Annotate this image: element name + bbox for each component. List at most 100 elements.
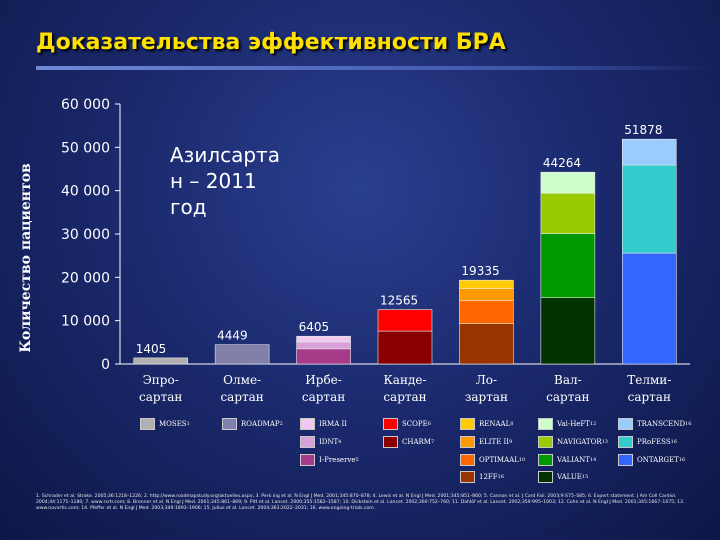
legend-ref-number: 16 <box>678 457 686 463</box>
legend-ref-number: 10 <box>518 457 526 463</box>
legend-swatch <box>460 471 475 483</box>
legend-ref-number: 2 <box>279 421 283 427</box>
legend-label: IDNT <box>319 438 339 446</box>
x-tick-label: Телми- сартан <box>627 373 672 404</box>
bar-total-label: 6405 <box>299 320 330 334</box>
legend-ref-number: 16 <box>685 421 692 427</box>
bar-segment <box>459 300 514 325</box>
legend-ref-number: 12 <box>589 421 597 427</box>
legend-swatch <box>538 454 553 466</box>
legend-label: CHARM <box>402 438 431 446</box>
legend-item: ELITE II 9 <box>460 436 512 448</box>
legend-ref-number: 15 <box>581 474 589 480</box>
bar-layer <box>133 138 677 365</box>
legend-ref-number: 6 <box>427 421 431 427</box>
legend-swatch <box>383 436 398 448</box>
legend-item: IRMA II <box>300 418 347 430</box>
title-underline <box>36 66 712 70</box>
legend-ref-number: 1 <box>186 421 190 427</box>
legend-swatch <box>460 454 475 466</box>
legend-item: ROADMAP 2 <box>222 418 283 430</box>
legend-label: PRoFESS <box>637 438 671 446</box>
bar-segment <box>540 233 596 298</box>
legend-swatch <box>460 418 475 430</box>
legend-ref-number: 8 <box>510 421 514 427</box>
legend-swatch <box>140 418 155 430</box>
legend-swatch <box>300 436 315 448</box>
legend-label: VALUE <box>557 473 582 481</box>
bar-segment <box>377 309 433 332</box>
bar-segment <box>621 252 677 365</box>
bar-total-label: 1405 <box>136 342 167 356</box>
bar-segment <box>459 323 514 365</box>
bar-segment <box>540 192 596 234</box>
y-tick-label: 60 000 <box>61 97 110 113</box>
legend-item: IDNT 4 <box>300 436 341 448</box>
x-tick-label: Ирбе- сартан <box>301 373 346 404</box>
legend-swatch <box>538 418 553 430</box>
bar-total-label: 19335 <box>461 264 499 278</box>
legend-swatch <box>300 418 315 430</box>
references: 1. Schrader et al. Stroke. 2005;36:1218–… <box>36 494 685 512</box>
legend-ref-number: 16 <box>497 474 504 480</box>
bar-segment <box>133 357 189 365</box>
legend-item: MOSES 1 <box>140 418 190 430</box>
legend-label: ROADMAP <box>241 420 280 428</box>
legend-ref-number: 16 <box>670 439 678 445</box>
bar-total-label: 12565 <box>380 294 418 308</box>
legend-ref-number: 14 <box>589 457 597 463</box>
legend-ref-number: 5 <box>355 457 359 463</box>
slide-title: Доказательства эффективности БРА <box>36 30 506 55</box>
bar-segment <box>296 341 351 350</box>
azilsartan-annotation: Азилсарта н – 2011 год <box>170 143 280 219</box>
legend-item: 12FF 16 <box>460 471 504 483</box>
legend-label: SCOPE <box>402 420 428 428</box>
legend-item: NAVIGATOR 13 <box>538 436 608 448</box>
legend-label: Val-HeFT <box>557 420 590 428</box>
bar-segment <box>377 330 433 365</box>
total-label-layer: 1405 4449 6405 12565 19335 44264 51878 <box>136 123 663 356</box>
bar-segment <box>621 164 677 254</box>
bar-total-label: 51878 <box>624 123 662 137</box>
legend-item: PRoFESS 16 <box>618 436 677 448</box>
legend-swatch <box>538 471 553 483</box>
legend-item: VALUE 15 <box>538 471 588 483</box>
legend-swatch <box>538 436 553 448</box>
legend-label: IRMA II <box>319 420 348 428</box>
legend-ref-number: 7 <box>430 439 435 445</box>
legend-label: RENAAL <box>479 420 511 428</box>
legend-swatch <box>222 418 237 430</box>
legend-swatch <box>383 418 398 430</box>
y-tick-label: 40 000 <box>61 184 110 200</box>
legend-item: TRANSCEND 16 <box>618 418 692 430</box>
x-tick-label: Олме- сартан <box>220 373 264 404</box>
y-axis-title: Количество пациентов <box>18 163 34 353</box>
legend-ref-number: 9 <box>509 439 513 445</box>
bar-segment <box>296 348 351 365</box>
legend-item: RENAAL 8 <box>460 418 513 430</box>
y-tick-label: 30 000 <box>61 227 110 243</box>
legend-item: CHARM 7 <box>383 436 434 448</box>
legend-swatch <box>618 418 633 430</box>
legend-label: VALIANT <box>557 456 590 464</box>
bar-segment <box>459 279 514 289</box>
bar-segment <box>621 138 677 166</box>
axis-layer: 0 10 000 20 000 30 000 40 000 50 000 60 000 <box>61 97 690 373</box>
y-tick-label: 20 000 <box>61 270 110 286</box>
legend-ref-number: 4 <box>338 439 342 445</box>
legend-swatch <box>618 436 633 448</box>
x-tick-label: Ло- зартан <box>464 373 508 404</box>
legend-label: ELITE II <box>479 438 510 446</box>
legend-swatch <box>460 436 475 448</box>
legend-label: MOSES <box>159 420 187 428</box>
x-tick-label: Канде- сартан <box>383 373 427 404</box>
bar-total-label: 44264 <box>543 156 581 170</box>
y-tick-label: 0 <box>101 357 110 373</box>
legend-item: ONTARGET 16 <box>618 454 685 466</box>
bar-segment <box>540 171 596 194</box>
legend-label: TRANSCEND <box>637 420 686 428</box>
legend-swatch <box>300 454 315 466</box>
legend-label: 12FF <box>479 473 498 481</box>
bar-segment <box>540 297 596 365</box>
